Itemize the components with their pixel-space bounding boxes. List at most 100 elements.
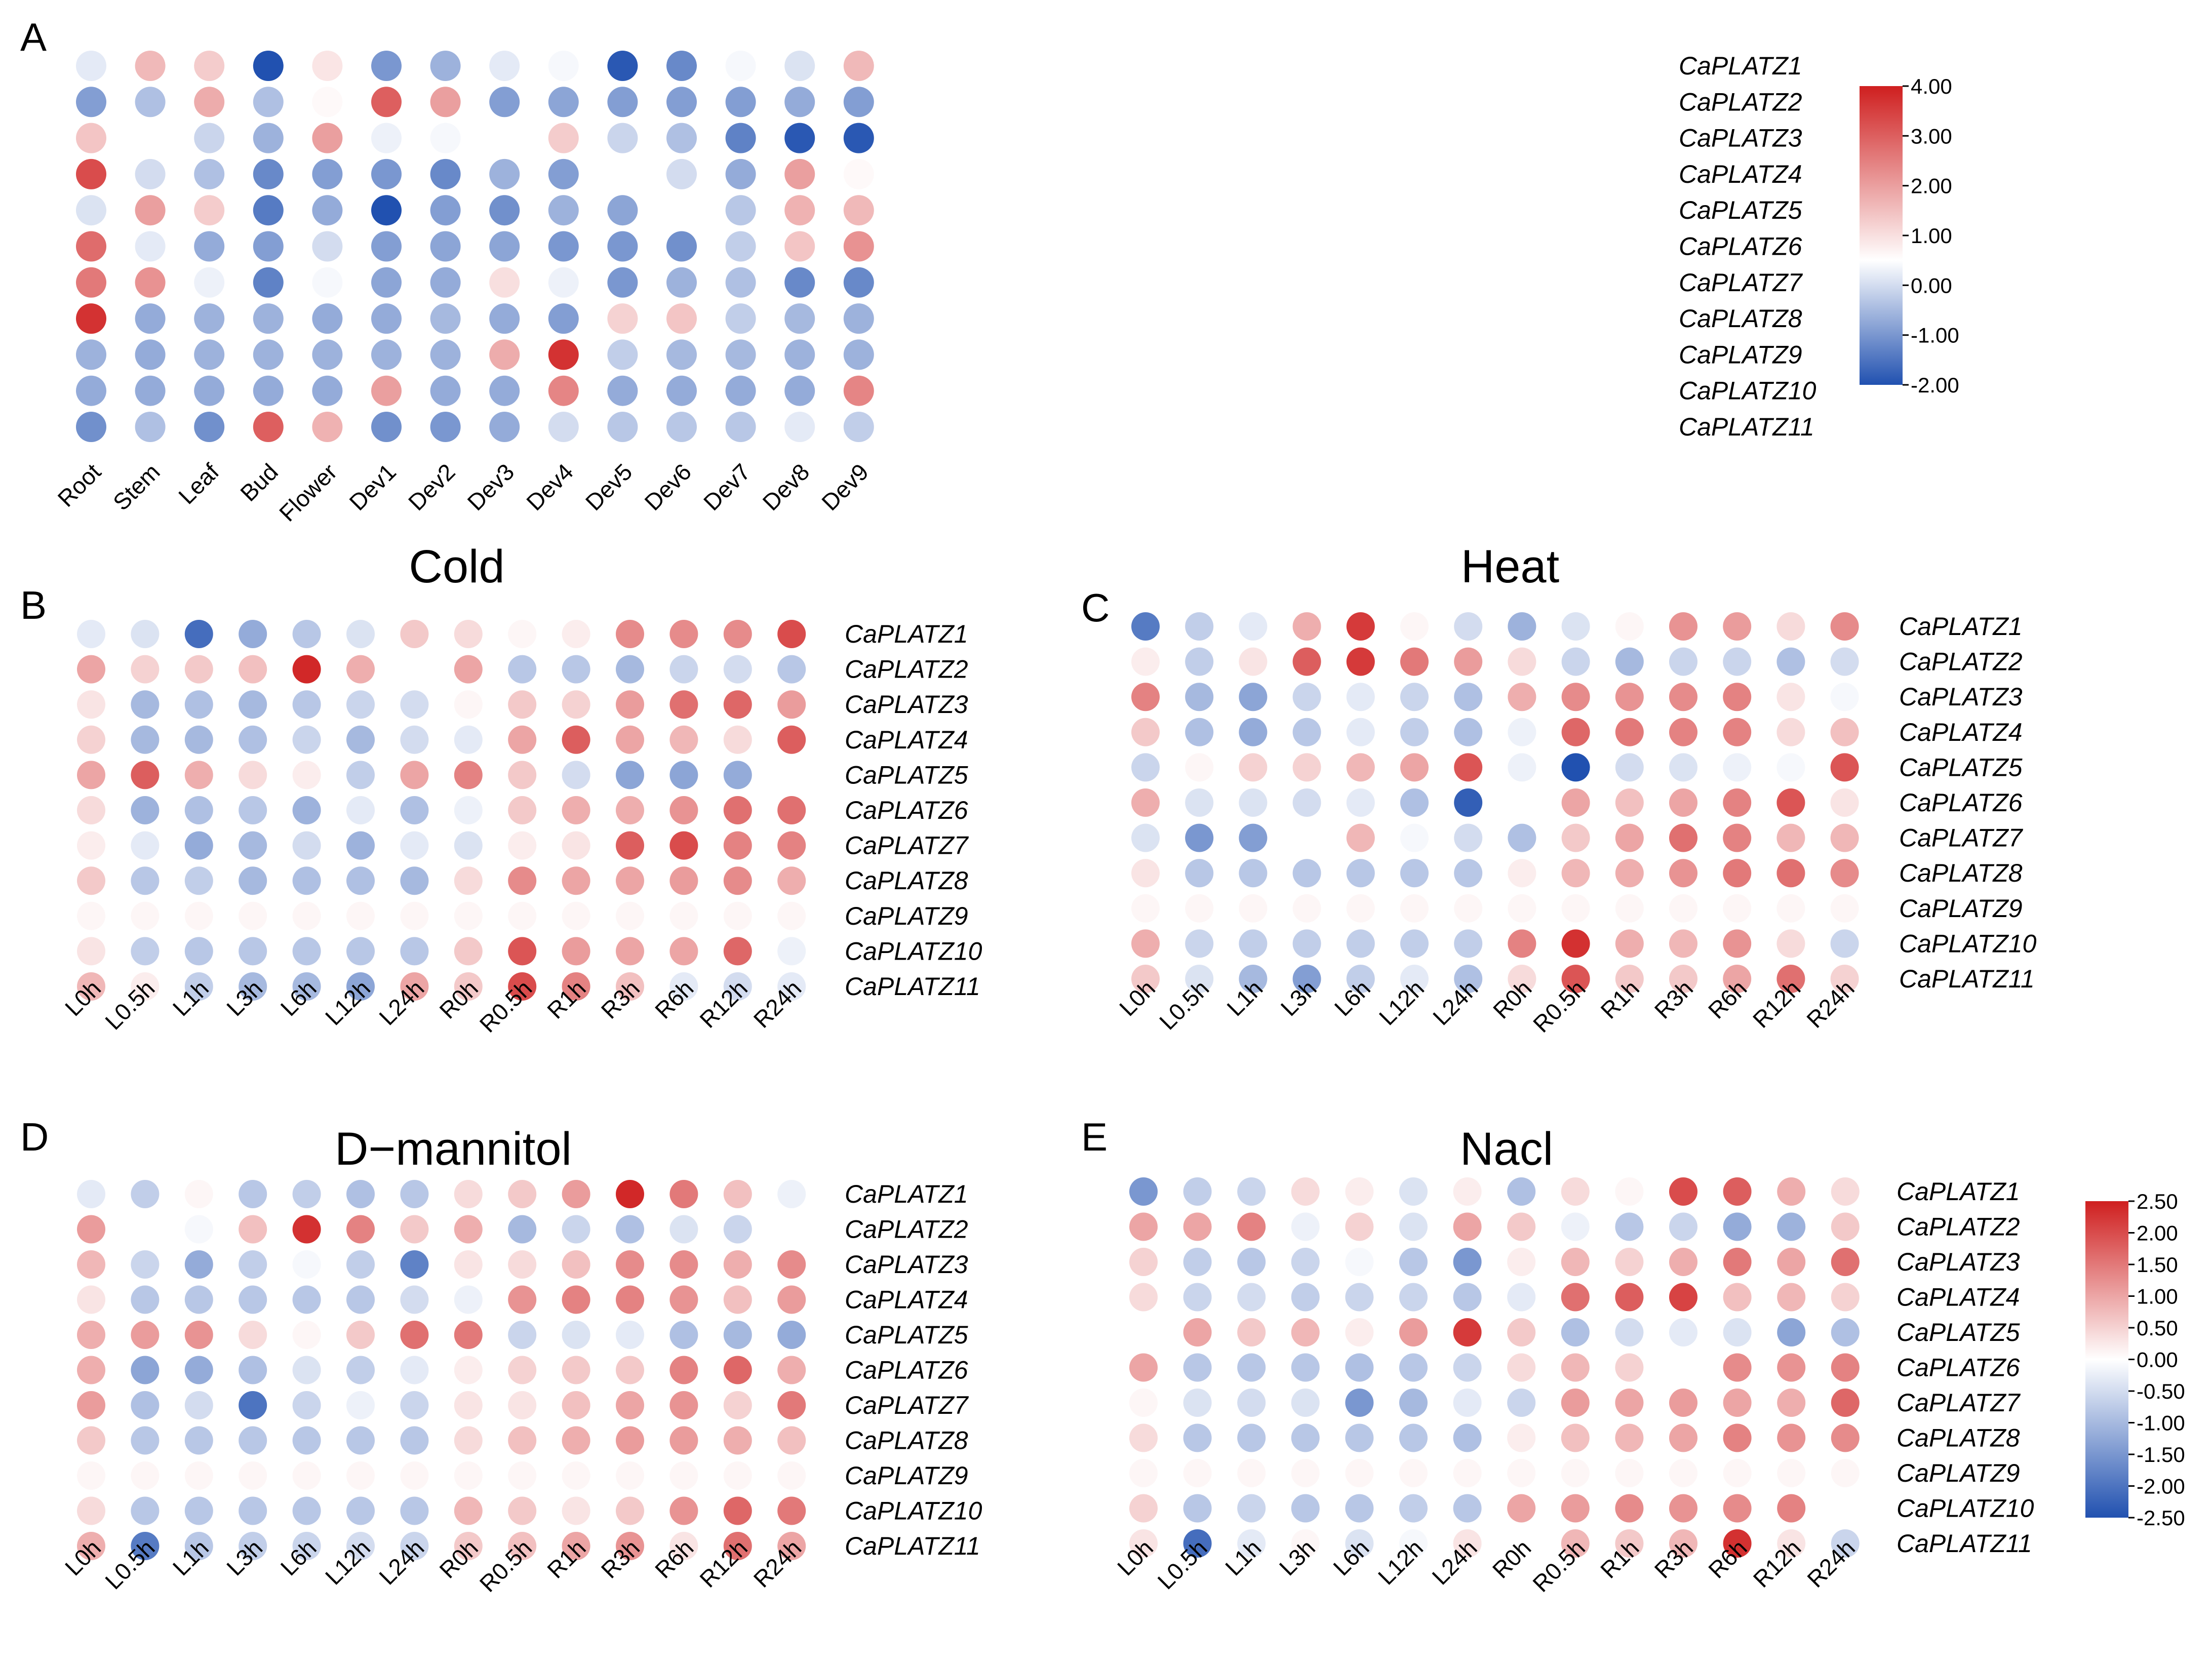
heatmap-dot-d-r5-c3 — [184, 1321, 213, 1349]
heatmap-dot-d-r8-c1 — [77, 1426, 105, 1455]
heatmap-dot-e-r5-c1 — [1129, 1318, 1158, 1346]
heatmap-dot-e-r10-c12 — [1723, 1494, 1752, 1523]
heatmap-dot-c-r6-c7 — [1454, 788, 1483, 817]
heatmap-dot-c-r7-c11 — [1669, 823, 1697, 852]
heatmap-dot-b-r11-c3 — [184, 972, 213, 1001]
heatmap-dot-c-r1-c2 — [1185, 612, 1214, 641]
heatmap-dot-c-r7-c2 — [1185, 823, 1214, 852]
heatmap-dot-e-r1-c6 — [1399, 1177, 1428, 1206]
heatmap-dot-a-r8-c14 — [843, 303, 874, 334]
heatmap-dot-b-r11-c14 — [777, 972, 806, 1001]
heatmap-dot-e-r9-c10 — [1615, 1459, 1644, 1487]
heatmap-dot-c-r2-c2 — [1185, 647, 1214, 676]
heatmap-dot-a-r7-c4 — [253, 267, 284, 298]
heatmap-dot-b-r6-c1 — [77, 796, 105, 824]
panel-title-heat: Heat — [1461, 541, 1559, 592]
heatmap-dot-a-r5-c4 — [253, 195, 284, 226]
heatmap-dot-a-r9-c11 — [666, 339, 697, 370]
heatmap-dot-d-r11-c11 — [616, 1532, 644, 1560]
heatmap-dot-a-r10-c9 — [548, 375, 579, 406]
gene-label-b-2: CaPLATZ2 — [845, 655, 968, 684]
heatmap-dot-c-r7-c1 — [1131, 823, 1160, 852]
heatmap-dot-e-r9-c7 — [1453, 1459, 1482, 1487]
colorbar-stress-label-4: 1.00 — [2137, 1285, 2178, 1309]
heatmap-dot-c-r1-c8 — [1508, 612, 1536, 641]
heatmap-dot-c-r8-c13 — [1776, 859, 1805, 888]
heatmap-dot-c-r5-c10 — [1615, 753, 1644, 782]
gene-label-c-9: CaPLATZ9 — [1899, 894, 2023, 923]
heatmap-dot-e-r2-c11 — [1669, 1212, 1697, 1241]
colorbar-stress-label-2: 2.00 — [2137, 1221, 2178, 1245]
heatmap-dot-d-r8-c8 — [454, 1426, 483, 1455]
heatmap-dot-a-r6-c6 — [371, 231, 402, 262]
heatmap-dot-e-r6-c8 — [1507, 1353, 1536, 1382]
heatmap-dot-e-r10-c4 — [1291, 1494, 1320, 1523]
heatmap-dot-e-r5-c12 — [1723, 1318, 1752, 1346]
heatmap-dot-a-r4-c9 — [548, 159, 579, 189]
heatmap-dot-e-r6-c11 — [1669, 1353, 1697, 1382]
panel-letter-a: A — [20, 15, 47, 59]
heatmap-dot-e-r1-c1 — [1129, 1177, 1158, 1206]
heatmap-dot-b-r9-c11 — [616, 901, 644, 930]
heatmap-dot-b-r2-c7 — [400, 655, 429, 684]
heatmap-dot-a-r8-c6 — [371, 303, 402, 334]
heatmap-dot-e-r9-c12 — [1723, 1459, 1752, 1487]
heatmap-dot-b-r5-c2 — [131, 761, 160, 789]
heatmap-dot-b-r5-c12 — [669, 761, 698, 789]
heatmap-dot-b-r2-c5 — [292, 655, 321, 684]
heatmap-dot-d-r6-c9 — [508, 1356, 537, 1384]
heatmap-dot-a-r3-c4 — [253, 123, 284, 153]
heatmap-dot-e-r8-c10 — [1615, 1423, 1644, 1452]
heatmap-dot-b-r8-c3 — [184, 866, 213, 895]
heatmap-dot-c-r9-c1 — [1131, 894, 1160, 923]
heatmap-dot-a-r11-c14 — [843, 412, 874, 442]
heatmap-dot-e-r5-c7 — [1453, 1318, 1482, 1346]
heatmap-dot-d-r4-c11 — [616, 1285, 644, 1314]
heatmap-dot-d-r9-c9 — [508, 1461, 537, 1490]
gene-label-c-3: CaPLATZ3 — [1899, 683, 2023, 711]
heatmap-dot-d-r8-c3 — [184, 1426, 213, 1455]
heatmap-dot-a-r5-c10 — [607, 195, 638, 226]
heatmap-dot-b-r4-c6 — [346, 725, 375, 754]
heatmap-dot-c-r7-c5 — [1346, 823, 1375, 852]
heatmap-dot-d-r8-c2 — [131, 1426, 160, 1455]
heatmap-dot-d-r5-c13 — [723, 1321, 752, 1349]
heatmap-dot-d-r9-c2 — [131, 1461, 160, 1490]
gene-label-a-9: CaPLATZ9 — [1679, 340, 1802, 369]
heatmap-dot-d-r2-c14 — [777, 1215, 806, 1244]
heatmap-dot-d-r3-c10 — [562, 1250, 590, 1279]
heatmap-dot-d-r3-c5 — [292, 1250, 321, 1279]
heatmap-dot-a-r1-c5 — [312, 51, 343, 81]
heatmap-dot-a-r8-c5 — [312, 303, 343, 334]
heatmap-dot-e-r7-c13 — [1777, 1389, 1806, 1417]
heatmap-dot-a-r11-c2 — [135, 412, 166, 442]
heatmap-dot-d-r7-c5 — [292, 1391, 321, 1419]
heatmap-dot-b-r6-c4 — [239, 796, 267, 824]
panel-title-nacl: Nacl — [1460, 1123, 1553, 1175]
heatmap-dot-e-r8-c13 — [1777, 1423, 1806, 1452]
heatmap-dot-a-r4-c2 — [135, 159, 166, 189]
heatmap-dot-a-r4-c14 — [843, 159, 874, 189]
heatmap-dot-a-r10-c8 — [489, 375, 520, 406]
gene-label-e-7: CaPLATZ7 — [1897, 1389, 2021, 1417]
heatmap-dot-a-r10-c1 — [76, 375, 106, 406]
heatmap-dot-b-r7-c11 — [616, 831, 644, 860]
heatmap-dot-c-r10-c10 — [1615, 929, 1644, 958]
heatmap-dot-a-r1-c14 — [843, 51, 874, 81]
gene-label-a-6: CaPLATZ6 — [1679, 232, 1802, 261]
heatmap-dot-a-r7-c3 — [194, 267, 225, 298]
gene-label-d-6: CaPLATZ6 — [845, 1356, 968, 1384]
heatmap-dot-b-r5-c14 — [777, 761, 806, 789]
heatmap-dot-c-r2-c12 — [1723, 647, 1752, 676]
heatmap-dot-c-r10-c7 — [1454, 929, 1483, 958]
heatmap-dot-b-r5-c4 — [239, 761, 267, 789]
heatmap-dot-c-r10-c14 — [1830, 929, 1859, 958]
heatmap-dot-c-r5-c3 — [1239, 753, 1268, 782]
heatmap-dot-e-r6-c12 — [1723, 1353, 1752, 1382]
heatmap-dot-d-r3-c11 — [616, 1250, 644, 1279]
heatmap-dot-d-r2-c11 — [616, 1215, 644, 1244]
heatmap-dot-a-r6-c4 — [253, 231, 284, 262]
heatmap-dot-b-r1-c8 — [454, 620, 483, 648]
heatmap-dot-d-r8-c7 — [400, 1426, 429, 1455]
heatmap-dot-a-r8-c3 — [194, 303, 225, 334]
